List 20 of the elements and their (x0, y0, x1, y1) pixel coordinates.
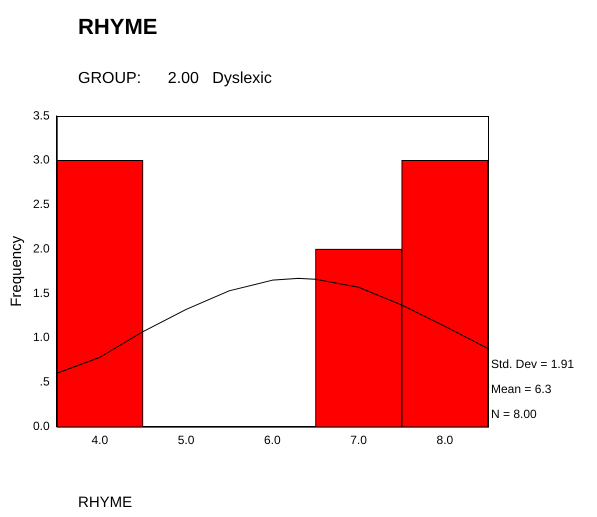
chart-title: RHYME (78, 14, 158, 40)
y-tick-label: 3.5 (32, 108, 50, 122)
y-tick-label: 1.0 (32, 330, 50, 344)
y-tick-label: 0.0 (32, 418, 50, 433)
y-axis-title: Frequency (8, 235, 26, 307)
y-tick-label: 3.0 (32, 152, 50, 167)
y-tick-label: 1.5 (32, 286, 50, 300)
x-tick-label: 7.0 (350, 433, 368, 448)
chart-subtitle: GROUP: 2.00 Dyslexic (78, 70, 272, 88)
text: Std. Dev = 1.91 (491, 356, 574, 371)
y-tick-label: 2.0 (32, 241, 50, 256)
x-tick-label: 5.0 (178, 433, 195, 448)
text: N = 8.00 (491, 406, 538, 421)
x-tick-label: 8.0 (436, 433, 454, 448)
y-tick-label: 2.5 (32, 197, 50, 212)
x-axis-title: RHYME (78, 494, 132, 511)
x-tick-label: 4.0 (91, 433, 108, 448)
x-tick-label: 6.0 (264, 433, 282, 448)
text: Mean = 6.3 (491, 382, 552, 396)
y-tick-label: .5 (40, 374, 50, 389)
